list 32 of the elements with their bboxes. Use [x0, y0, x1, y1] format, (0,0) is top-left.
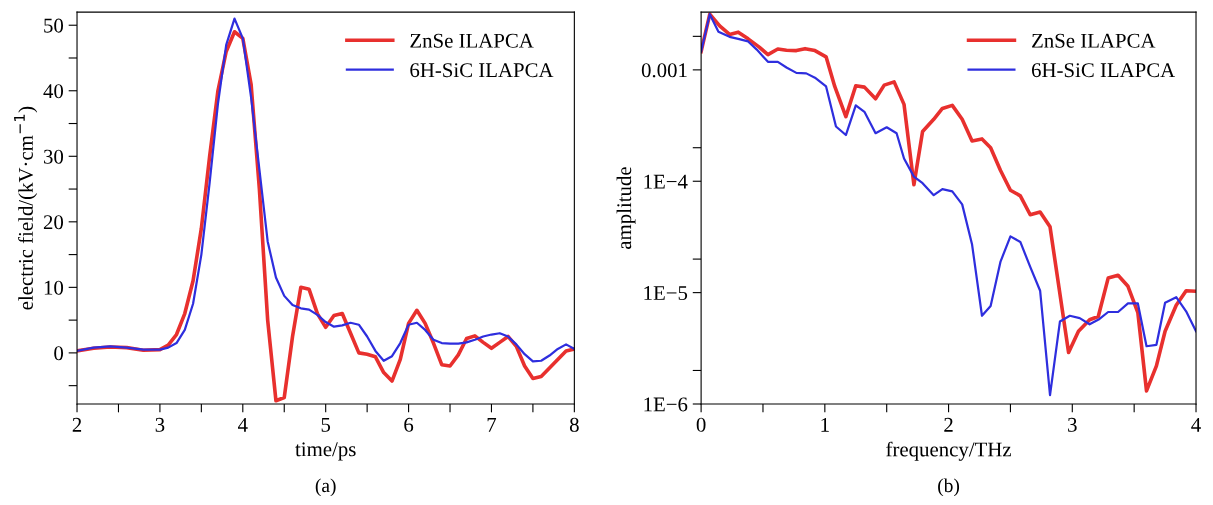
x-axis-title: frequency/THz: [886, 441, 1012, 461]
x-tick-label: 2: [944, 417, 953, 432]
x-tick-label: 4: [1191, 417, 1201, 432]
y-tick-label: 40: [43, 84, 64, 99]
y-tick-label: 1E−4: [644, 174, 688, 189]
text: (a): [315, 478, 336, 497]
y-tick-label: 1E−6: [644, 397, 688, 412]
text: (b): [938, 478, 960, 497]
x-tick-label: 0: [696, 417, 706, 432]
legend-label: ZnSe ILAPCA: [1032, 33, 1156, 48]
x-tick-label: 4: [238, 417, 248, 432]
x-tick-label: 6: [404, 417, 414, 432]
y-tick-label: 10: [44, 280, 64, 295]
y-tick-label: 50: [44, 18, 64, 33]
y-tick-label: 0: [54, 346, 64, 361]
legend-label: 6H-SiC ILAPCA: [1031, 63, 1176, 78]
y-tick-label: 20: [43, 215, 64, 230]
x-tick-label: 3: [155, 417, 165, 432]
y-tick-label: 1E−5: [644, 286, 688, 301]
y-tick-label: 30: [43, 149, 64, 164]
x-tick-label: 8: [569, 417, 579, 432]
x-tick-label: 5: [321, 418, 331, 432]
y-axis-title: electric field/(kV·cm$^{−1}$): [14, 106, 38, 310]
legend-label: ZnSe ILAPCA: [410, 33, 534, 48]
legend-label: 6H-SiC ILAPCA: [410, 63, 554, 78]
x-tick-label: 2: [72, 417, 82, 432]
x-tick-label: 7: [487, 418, 497, 432]
x-tick-label: 1: [821, 417, 829, 432]
x-tick-label: 3: [1068, 417, 1077, 432]
y-tick-label: 0.001: [641, 63, 687, 78]
y-axis-title: amplitude: [616, 167, 636, 249]
x-axis-title: time/ps: [295, 442, 356, 461]
